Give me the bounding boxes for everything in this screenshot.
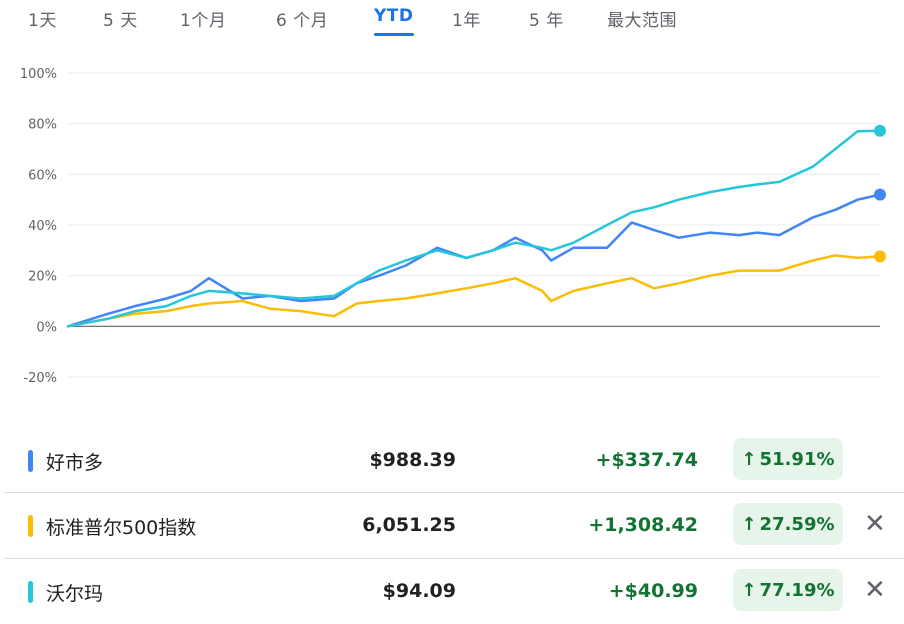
series-color-swatch: [28, 515, 33, 537]
percent-change-badge: ↑ 27.59%: [733, 503, 843, 545]
tab-ytd[interactable]: YTD: [374, 6, 414, 36]
tab-max[interactable]: 最大范围: [607, 6, 677, 31]
row-change: +1,308.42: [588, 514, 698, 536]
row-name: 沃尔玛: [46, 583, 104, 605]
compare-row-sp500[interactable]: 标准普尔500指数 6,051.25 +1,308.42 ↑ 27.59% ✕: [4, 492, 904, 557]
series-end-dot: [874, 250, 886, 263]
y-tick-label: 0%: [36, 320, 57, 335]
tab-label: 5 天: [103, 11, 138, 31]
series-line: [66, 254, 882, 328]
tab-label: 1年: [452, 11, 481, 31]
percent-change-badge: ↑ 51.91%: [733, 438, 843, 480]
tab-label: 6 个月: [276, 11, 329, 31]
arrow-up-icon: ↑: [741, 579, 757, 601]
series-end-dot: [874, 188, 886, 201]
tab-1m[interactable]: 1个月: [180, 6, 226, 31]
row-change: +$40.99: [608, 580, 698, 602]
compare-row-walmart[interactable]: 沃尔玛 $94.09 +$40.99 ↑ 77.19% ✕: [4, 558, 904, 623]
comparison-line-chart[interactable]: 100%80%60%40%20%0%-20%2024年3月2024年5月2024…: [0, 55, 904, 420]
close-icon[interactable]: ✕: [864, 575, 886, 605]
tab-label: YTD: [374, 6, 414, 26]
tab-1d[interactable]: 1天: [28, 6, 57, 31]
y-tick-label: -20%: [23, 371, 57, 386]
tab-5y[interactable]: 5 年: [529, 6, 564, 31]
active-tab-indicator: [374, 33, 414, 36]
tab-label: 1天: [28, 11, 57, 31]
tab-label: 最大范围: [607, 11, 677, 31]
percent-value: 27.59%: [759, 513, 835, 535]
y-tick-label: 100%: [20, 67, 57, 82]
range-tabs: 1天 5 天 1个月 6 个月 YTD 1年 5 年 最大范围: [0, 0, 904, 40]
series-color-swatch: [28, 450, 33, 472]
tab-5d[interactable]: 5 天: [103, 6, 138, 31]
series-line: [66, 193, 882, 328]
y-tick-label: 60%: [28, 168, 57, 183]
y-tick-label: 20%: [28, 270, 57, 285]
compare-row-costco[interactable]: 好市多 $988.39 +$337.74 ↑ 51.91%: [4, 428, 904, 492]
percent-value: 77.19%: [759, 579, 835, 601]
row-price: $94.09: [382, 580, 456, 602]
series-line: [66, 129, 882, 328]
y-tick-label: 80%: [28, 118, 57, 133]
series-end-dot: [874, 124, 886, 137]
arrow-up-icon: ↑: [741, 448, 757, 470]
arrow-up-icon: ↑: [741, 513, 757, 535]
row-name: 标准普尔500指数: [46, 517, 197, 539]
tab-6m[interactable]: 6 个月: [276, 6, 328, 31]
percent-value: 51.91%: [759, 448, 835, 470]
percent-change-badge: ↑ 77.19%: [733, 569, 843, 611]
row-price: $988.39: [369, 449, 456, 471]
tab-label: 5 年: [529, 11, 564, 31]
y-tick-label: 40%: [28, 219, 57, 234]
tab-label: 1个月: [180, 11, 227, 31]
close-icon[interactable]: ✕: [864, 509, 886, 539]
series-color-swatch: [28, 581, 33, 603]
row-name: 好市多: [46, 452, 104, 474]
row-price: 6,051.25: [362, 514, 456, 536]
tab-1y[interactable]: 1年: [452, 6, 481, 31]
row-change: +$337.74: [595, 449, 698, 471]
